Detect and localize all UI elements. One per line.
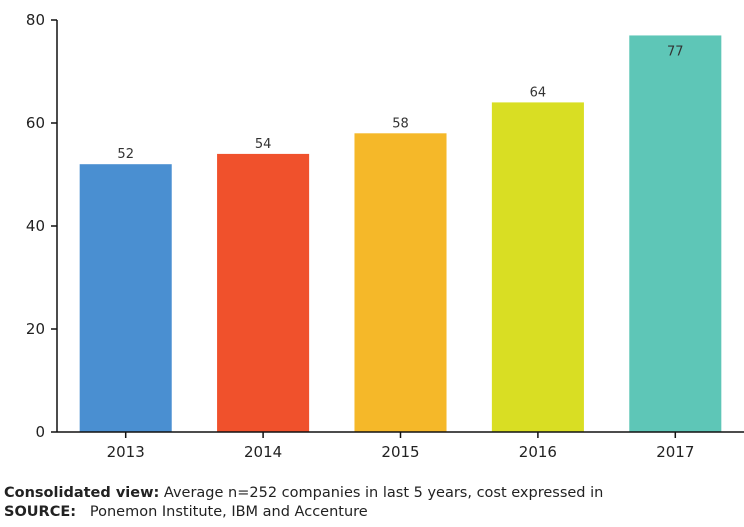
y-tick-label: 60	[26, 114, 45, 132]
bars: 52 54 58 64 77	[79, 35, 722, 433]
source-label: SOURCE:	[4, 504, 77, 520]
x-tick-label-2017: 2017	[656, 443, 694, 461]
data-label-2014: 54	[255, 137, 272, 152]
y-tick-label: 20	[26, 320, 45, 338]
data-label-2015: 58	[392, 116, 409, 131]
caption-note: Consolidated view: Average n=252 compani…	[4, 484, 603, 503]
y-axis-ticks: 0 20 40 60 80	[26, 11, 57, 441]
caption-bold-label: Consolidated view:	[4, 485, 160, 501]
bar-2015	[354, 133, 447, 433]
bar-2013	[79, 164, 172, 432]
y-tick-label: 0	[35, 423, 45, 441]
caption-text: Average n=252 companies in last 5 years,…	[163, 485, 604, 501]
x-tick-label-2013: 2013	[107, 443, 145, 461]
source-text: Ponemon Institute, IBM and Accenture	[89, 504, 368, 520]
data-label-2017: 77	[667, 44, 684, 59]
x-tick-label-2014: 2014	[244, 443, 282, 461]
data-label-2016: 64	[530, 85, 547, 100]
y-tick-label: 40	[26, 217, 45, 235]
x-tick-label-2016: 2016	[519, 443, 557, 461]
y-tick-label: 80	[26, 11, 45, 29]
caption-source: SOURCE: Ponemon Institute, IBM and Accen…	[4, 503, 368, 522]
x-axis-labels: 2013 2014 2015 2016 2017	[107, 432, 694, 461]
bar-2017	[629, 35, 722, 432]
bar-2014	[217, 153, 310, 432]
x-tick-label-2015: 2015	[381, 443, 419, 461]
data-label-2013: 52	[117, 147, 134, 162]
bar-2016	[491, 102, 584, 433]
